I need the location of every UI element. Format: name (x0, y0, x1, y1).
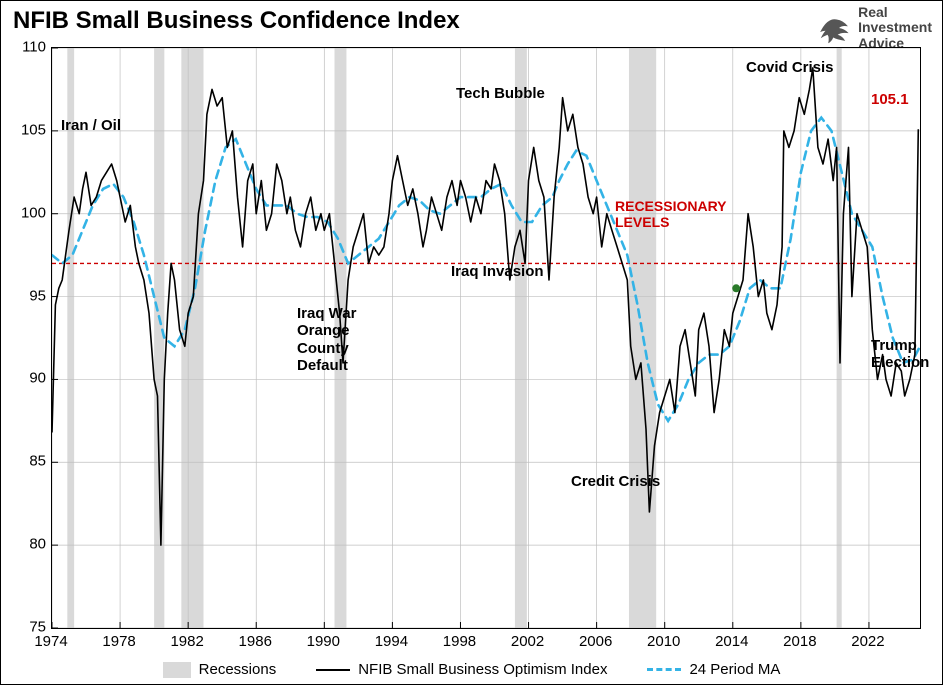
y-tick-label: 85 (6, 453, 46, 470)
latest-value-label: 105.1 (871, 91, 909, 108)
y-tick-label: 95 (6, 287, 46, 304)
x-tick-label: 1998 (443, 633, 476, 650)
x-tick-label: 1982 (170, 633, 203, 650)
plot-area (51, 47, 921, 629)
x-tick-label: 2006 (579, 633, 612, 650)
brand-text: Real Investment Advice (858, 5, 932, 51)
legend-recessions: Recessions (163, 661, 277, 678)
legend: Recessions NFIB Small Business Optimism … (1, 661, 942, 678)
x-tick-label: 2018 (783, 633, 816, 650)
line-swatch (316, 669, 350, 671)
x-tick-label: 1974 (34, 633, 67, 650)
chart-container: NFIB Small Business Confidence Index Rea… (0, 0, 943, 685)
y-tick-label: 110 (6, 39, 46, 56)
x-tick-label: 2010 (647, 633, 680, 650)
y-tick-label: 90 (6, 370, 46, 387)
legend-ma: 24 Period MA (647, 661, 780, 678)
x-tick-label: 1990 (307, 633, 340, 650)
y-tick-label: 105 (6, 121, 46, 138)
x-tick-label: 1978 (102, 633, 135, 650)
y-tick-label: 80 (6, 536, 46, 553)
x-tick-label: 1986 (239, 633, 272, 650)
x-tick-label: 2022 (851, 633, 884, 650)
plot-svg (52, 48, 920, 628)
recession-swatch (163, 662, 191, 678)
eagle-icon (818, 11, 852, 45)
x-tick-label: 1994 (375, 633, 408, 650)
x-tick-label: 2002 (511, 633, 544, 650)
brand-logo: Real Investment Advice (818, 5, 932, 51)
legend-main: NFIB Small Business Optimism Index (316, 661, 607, 678)
dash-swatch (647, 668, 681, 671)
chart-title: NFIB Small Business Confidence Index (13, 7, 460, 35)
x-tick-label: 2014 (715, 633, 748, 650)
y-tick-label: 100 (6, 204, 46, 221)
